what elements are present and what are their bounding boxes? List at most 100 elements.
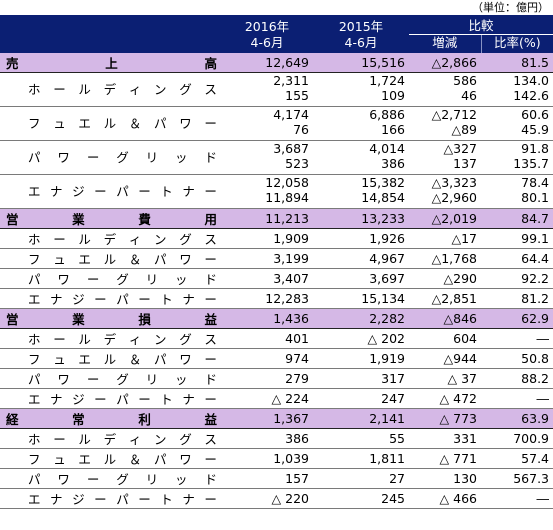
label-char: ト <box>160 392 173 407</box>
label-char: パ <box>154 115 167 131</box>
label-char: ジ <box>72 183 85 199</box>
segment-value-line: 46 <box>461 88 477 103</box>
label-char: パ <box>28 149 41 165</box>
header-diff: 増減 <box>409 34 481 53</box>
label-char: ン <box>154 332 167 347</box>
segment-value: △290 <box>409 268 481 289</box>
header-2015-year: 2015年 <box>313 15 409 35</box>
table-row: パワーグリッド 3,687 523 4,014 386 △327 137 91.8 135.7 <box>0 140 553 175</box>
label-char: ー <box>204 452 217 467</box>
table-row: エナジーパートナー 12,058 11,894 15,382 14,854 △3,323 △… <box>0 174 553 209</box>
segment-value: 3,697 <box>313 268 409 289</box>
segment-label-text: フュエル ＆ パワー <box>28 349 217 368</box>
segment-value-line: 1,039 <box>273 451 309 466</box>
segment-value: △17 <box>409 228 481 249</box>
segment-value: 4,014 386 <box>313 140 409 175</box>
label-char: パ <box>116 392 129 407</box>
segment-label: フュエル ＆ パワー <box>0 106 221 141</box>
section-value: 1,436 <box>221 308 313 329</box>
segment-value: ― <box>481 328 553 349</box>
label-char: ー <box>138 292 151 307</box>
label-char: ー <box>94 292 107 307</box>
segment-value-line: △2,712 <box>431 107 477 122</box>
label-char: ィ <box>128 232 142 247</box>
label-char: デ <box>103 432 117 447</box>
segment-value: 12,058 11,894 <box>221 174 313 209</box>
label-char: ン <box>154 81 167 97</box>
label-char: 用 <box>204 212 217 227</box>
label-char: ル <box>103 352 117 367</box>
segment-label-text: フュエル ＆ パワー <box>28 449 217 468</box>
label-char: パ <box>28 272 41 287</box>
segment-value-line: 60.6 <box>521 107 550 122</box>
segment-value-line: 4,967 <box>369 251 405 266</box>
section-label-text: 営業費用 <box>6 209 217 228</box>
label-char: リ <box>145 149 159 165</box>
label-char: ル <box>78 232 91 247</box>
segment-value: 57.4 <box>481 448 553 469</box>
segment-label: フュエル ＆ パワー <box>0 248 221 269</box>
label-char: グ <box>116 472 129 487</box>
label-char: グ <box>179 81 192 97</box>
segment-value-line: 386 <box>381 156 405 171</box>
segment-value: 331 <box>409 428 481 449</box>
segment-value: 3,407 <box>221 268 313 289</box>
label-char: ー <box>94 392 107 407</box>
segment-value: 88.2 <box>481 368 553 389</box>
section-label-text: 営業損益 <box>6 309 217 328</box>
label-char: デ <box>103 232 117 247</box>
section-value: 13,233 <box>313 208 409 229</box>
segment-value: △ 466 <box>409 488 481 509</box>
segment-value-line: 157 <box>285 471 309 486</box>
segment-value: △ 37 <box>409 368 481 389</box>
segment-value-line: △ 202 <box>367 331 405 346</box>
segment-value-line: 974 <box>285 351 309 366</box>
segment-value-line: 64.4 <box>521 251 550 266</box>
segment-value: △ 202 <box>313 328 409 349</box>
segment-value: 60.6 45.9 <box>481 106 553 141</box>
segment-value-line: 130 <box>453 471 477 486</box>
segment-value-line: 88.2 <box>521 371 550 386</box>
segment-value: 92.2 <box>481 268 553 289</box>
table-body: 売上高 12,649 15,516 △2,866 81.5 ホールディングス 2,311 15… <box>0 53 553 509</box>
label-char: ジ <box>72 492 85 507</box>
header-row-1: 2016年 2015年 比較 <box>0 15 553 35</box>
label-char: エ <box>28 392 41 407</box>
label-char: ィ <box>128 432 142 447</box>
segment-value-line: 135.7 <box>513 156 550 171</box>
section-label: 経常利益 <box>0 408 221 429</box>
segment-value-line: △944 <box>443 351 477 366</box>
segment-value-line: 700.9 <box>513 431 550 446</box>
segment-value: 157 <box>221 468 313 489</box>
section-row-op-income: 営 業 損 益 1,436 2,282 △846 62.9 <box>0 308 553 329</box>
label-char: ド <box>204 272 217 287</box>
section-value: 1,367 <box>221 408 313 429</box>
segment-value: △ 472 <box>409 388 481 409</box>
segment-label: エナジーパートナー <box>0 488 221 509</box>
segment-value: 99.1 <box>481 228 553 249</box>
label-char: ジ <box>72 392 85 407</box>
segment-value-line: △290 <box>443 271 477 286</box>
label-char: ワ <box>179 115 192 131</box>
section-value: 15,516 <box>313 53 409 73</box>
header-ratio: 比率(%) <box>480 34 553 53</box>
segment-label: パワーグリッド <box>0 268 221 289</box>
label-char: ＆ <box>128 115 142 131</box>
segment-label-text: ホールディングス <box>28 429 217 448</box>
header-row-2: 4-6月 4-6月 増減 比率(%) <box>0 34 553 53</box>
table-row: フュエル＆パワー 4,174 76 6,886 166 △2,712 △89 60.6 45.9 <box>0 106 553 141</box>
segment-value-line: 134.0 <box>513 73 550 88</box>
label-char: ワ <box>179 352 192 367</box>
segment-value: 1,039 <box>221 448 313 469</box>
label-char: リ <box>145 372 159 387</box>
label-char: ル <box>78 432 91 447</box>
label-char: ィ <box>128 81 142 97</box>
label-char: ー <box>86 372 100 387</box>
segment-value-line: 317 <box>381 371 405 386</box>
label-char: ホ <box>28 81 41 97</box>
segment-value: 1,926 <box>313 228 409 249</box>
segment-value-line: 3,697 <box>369 271 405 286</box>
segment-value-line: △ 472 <box>439 391 477 406</box>
table-row: パ ワ ー グ リ ッ ド 157 27 130 567.3 <box>0 468 553 489</box>
label-char: ホ <box>28 432 41 447</box>
